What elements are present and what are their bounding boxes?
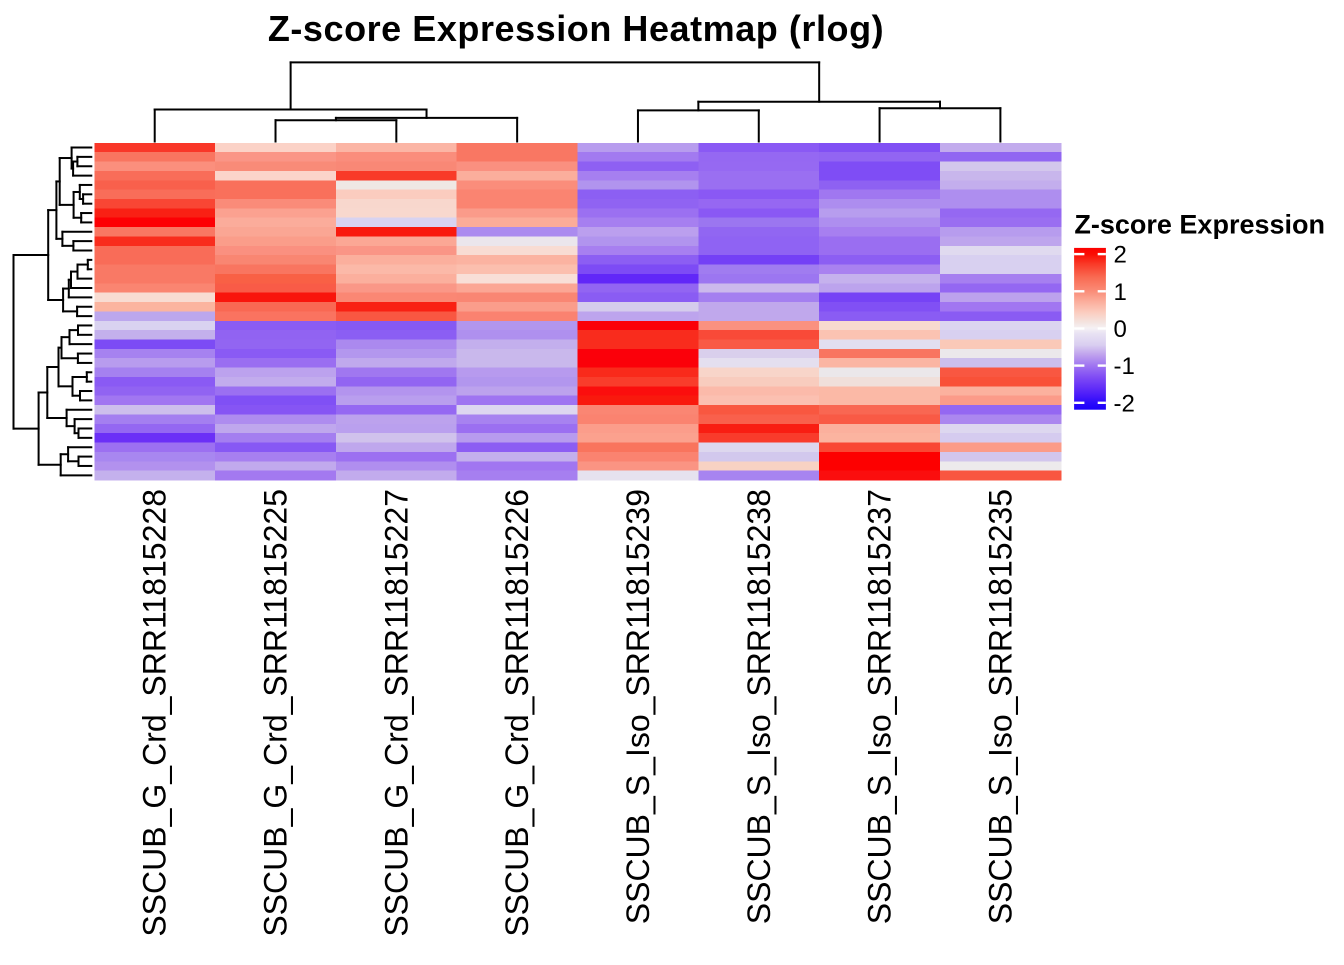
svg-text:Z-score Expression: Z-score Expression <box>1074 210 1325 240</box>
svg-text:SSCUB_G_Crd_SRR11815228: SSCUB_G_Crd_SRR11815228 <box>137 489 173 937</box>
svg-text:-2: -2 <box>1114 390 1135 417</box>
svg-text:SSCUB_G_Crd_SRR11815226: SSCUB_G_Crd_SRR11815226 <box>499 489 535 937</box>
svg-text:SSCUB_S_Iso_SRR11815235: SSCUB_S_Iso_SRR11815235 <box>982 489 1018 924</box>
svg-text:2: 2 <box>1114 242 1127 269</box>
svg-text:SSCUB_G_Crd_SRR11815227: SSCUB_G_Crd_SRR11815227 <box>378 489 414 937</box>
svg-text:SSCUB_G_Crd_SRR11815225: SSCUB_G_Crd_SRR11815225 <box>258 489 294 937</box>
svg-text:Z-score Expression Heatmap (rl: Z-score Expression Heatmap (rlog) <box>268 8 884 49</box>
svg-text:SSCUB_S_Iso_SRR11815238: SSCUB_S_Iso_SRR11815238 <box>741 489 777 924</box>
svg-text:1: 1 <box>1114 279 1127 306</box>
svg-text:SSCUB_S_Iso_SRR11815237: SSCUB_S_Iso_SRR11815237 <box>862 489 898 924</box>
svg-text:0: 0 <box>1114 316 1127 343</box>
svg-text:-1: -1 <box>1114 353 1135 380</box>
svg-text:SSCUB_S_Iso_SRR11815239: SSCUB_S_Iso_SRR11815239 <box>620 489 656 924</box>
